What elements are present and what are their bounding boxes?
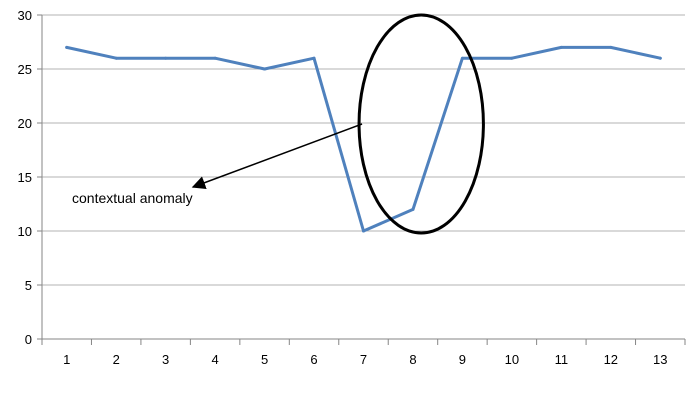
x-tick-label: 3 [162,352,169,367]
y-tick-label: 25 [18,62,32,77]
axes [37,14,686,345]
x-tick-label: 13 [653,352,667,367]
gridlines [42,14,685,286]
data-point [609,45,613,49]
data-point [559,45,563,49]
data-point [213,56,217,60]
x-tick-label: 11 [555,352,569,367]
data-point [362,229,365,233]
x-tick-label: 4 [211,352,218,367]
y-tick-label: 10 [18,224,32,239]
x-tick-label: 9 [459,352,466,367]
y-tick-label: 15 [18,170,32,185]
x-tick-label: 7 [360,352,367,367]
annotation: contextual anomaly [72,13,485,235]
data-point [114,56,118,60]
data-point [460,56,464,60]
x-tick-label: 1 [63,352,70,367]
data-point [658,56,662,60]
y-tick-label: 0 [25,332,32,347]
x-tick-labels: 1 2 3 4 5 6 7 8 9 10 11 12 13 [63,352,667,367]
x-tick-label: 8 [409,352,416,367]
x-tick-label: 6 [310,352,317,367]
data-point [164,56,168,60]
y-tick-label: 30 [18,8,32,23]
data-series [65,45,662,233]
annotation-label: contextual anomaly [72,190,193,206]
data-point [65,45,69,49]
data-point [263,67,267,71]
data-point [510,56,514,60]
x-tick-label: 10 [505,352,519,367]
data-point [312,56,316,60]
data-point [411,207,415,211]
x-tick-label: 5 [261,352,268,367]
anomaly-highlight-ellipse [357,13,485,235]
y-tick-label: 20 [18,116,32,131]
x-tick-label: 12 [604,352,618,367]
y-tick-label: 5 [25,278,32,293]
x-tick-label: 2 [113,352,120,367]
annotation-arrow [191,123,363,190]
y-tick-labels: 0 5 10 15 20 25 30 [18,8,32,347]
